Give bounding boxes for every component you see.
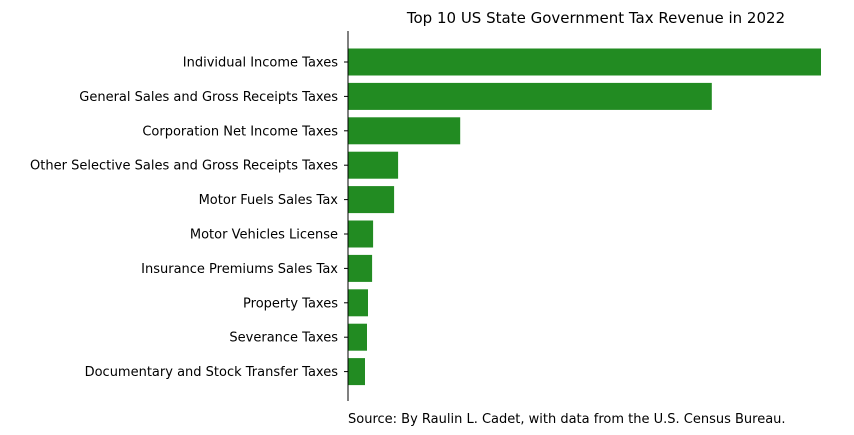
y-tick-label: Motor Vehicles License bbox=[190, 228, 338, 243]
y-tick-label: Corporation Net Income Taxes bbox=[142, 124, 338, 139]
y-tick-label: Property Taxes bbox=[243, 296, 338, 311]
source-caption: Source: By Raulin L. Cadet, with data fr… bbox=[348, 412, 786, 427]
bar bbox=[348, 323, 367, 351]
bars-group bbox=[348, 48, 821, 386]
bar bbox=[348, 220, 374, 248]
chart-title: Top 10 US State Government Tax Revenue i… bbox=[406, 9, 785, 27]
bar bbox=[348, 117, 461, 145]
category-labels-group: Individual Income Taxes General Sales and… bbox=[30, 56, 348, 380]
bar bbox=[348, 358, 365, 386]
y-tick-label: General Sales and Gross Receipts Taxes bbox=[79, 90, 338, 105]
y-tick-label: Other Selective Sales and Gross Receipts… bbox=[30, 159, 338, 174]
bar bbox=[348, 48, 821, 76]
y-tick-label: Insurance Premiums Sales Tax bbox=[141, 262, 338, 277]
y-tick-label: Documentary and Stock Transfer Taxes bbox=[85, 365, 339, 380]
y-tick-label: Severance Taxes bbox=[229, 331, 338, 346]
bar bbox=[348, 82, 712, 110]
y-tick-label: Individual Income Taxes bbox=[183, 56, 338, 71]
bar bbox=[348, 254, 373, 282]
y-tick-label: Motor Fuels Sales Tax bbox=[199, 193, 339, 208]
bar bbox=[348, 289, 368, 317]
bar bbox=[348, 186, 395, 214]
bar bbox=[348, 151, 399, 179]
